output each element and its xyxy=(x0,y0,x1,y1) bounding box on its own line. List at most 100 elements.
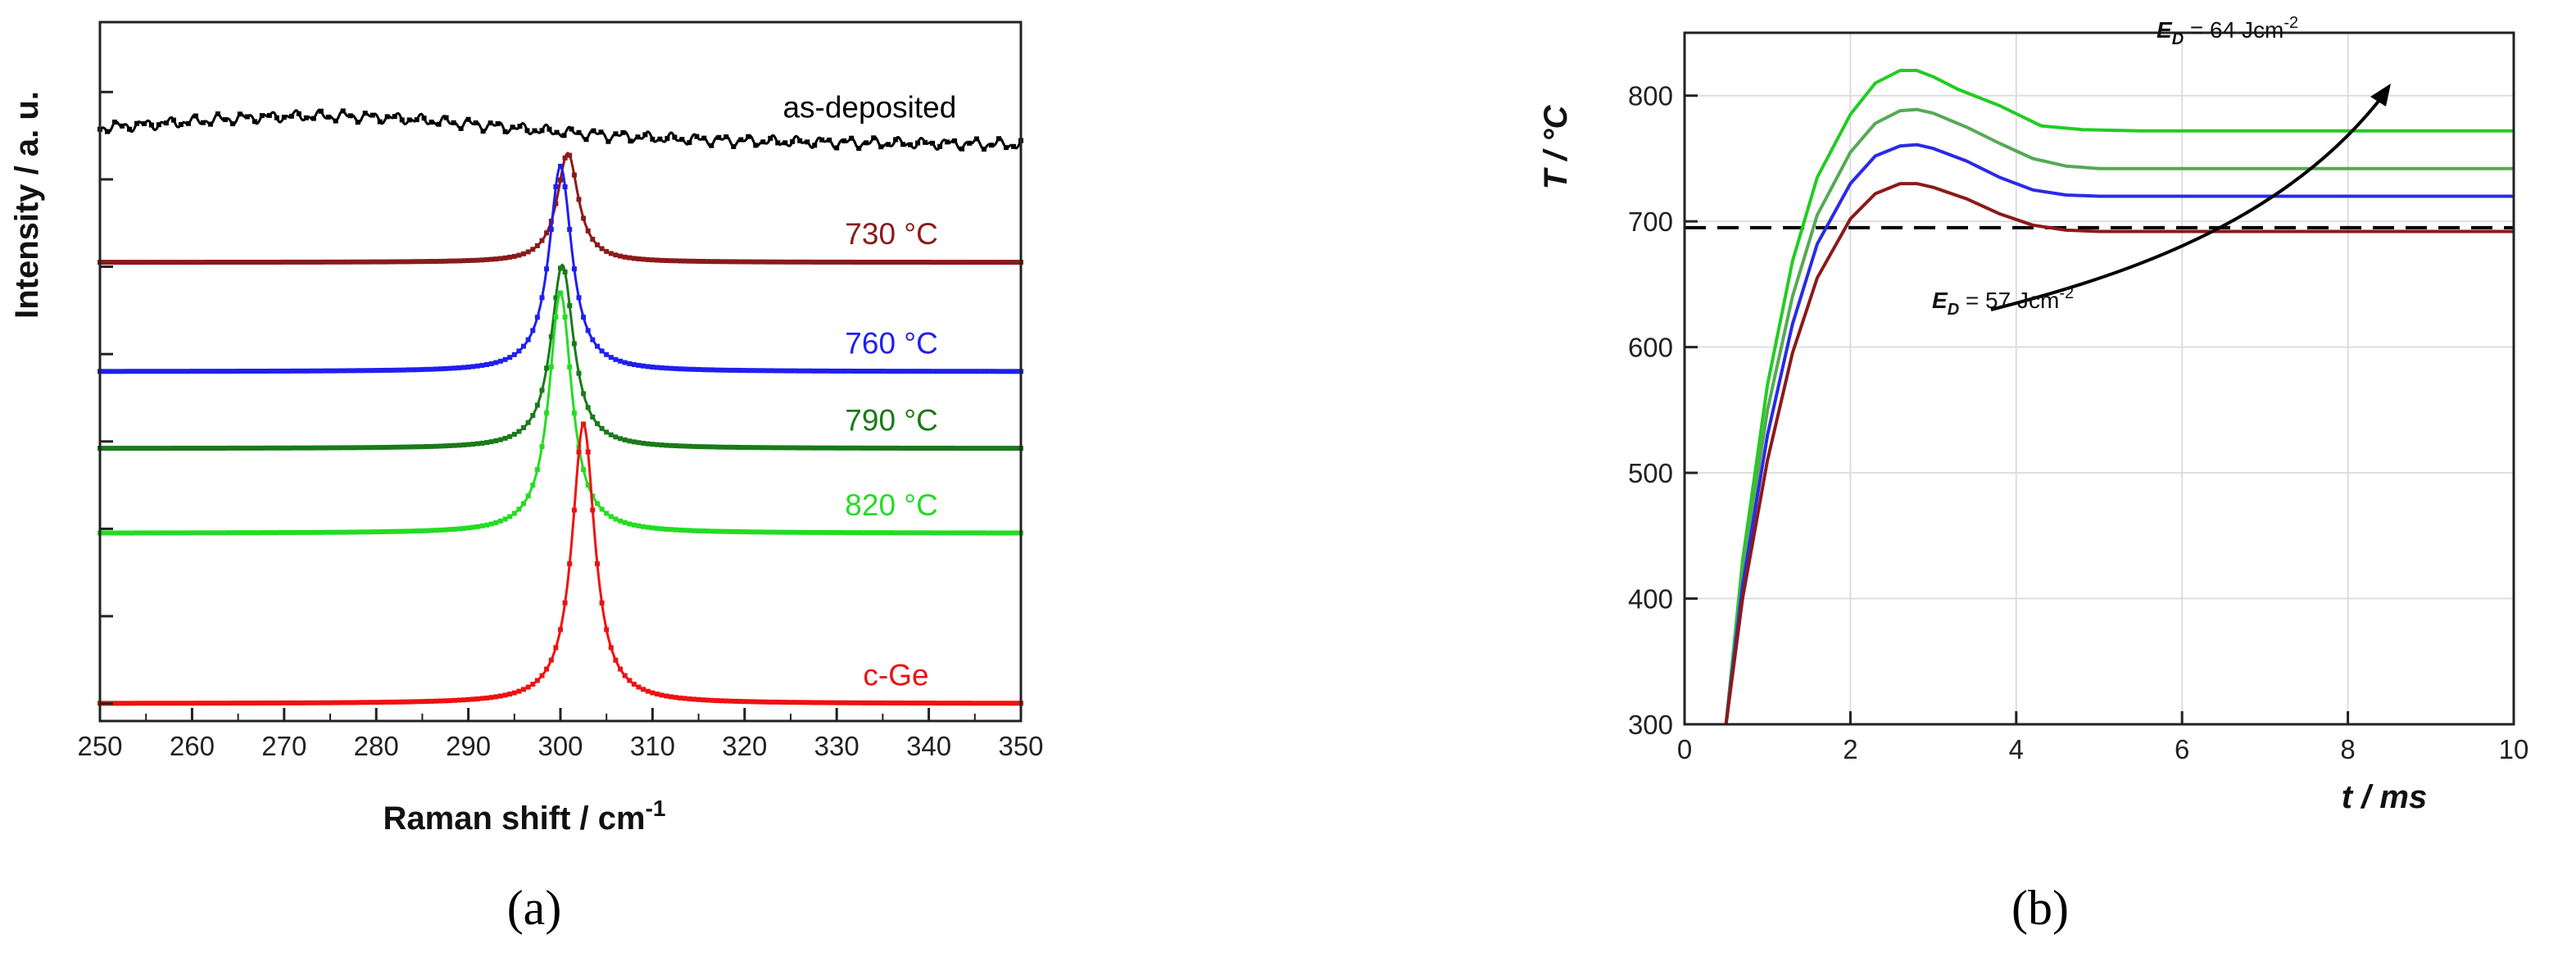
spectrum-data-point xyxy=(636,362,642,368)
spectrum-data-point xyxy=(954,701,959,706)
spectrum-data-point xyxy=(249,445,255,451)
spectrum-data-point xyxy=(746,368,752,374)
spectrum-data-point xyxy=(898,530,904,536)
spectrum-data-point xyxy=(935,369,941,374)
spectrum-data-point xyxy=(650,442,655,447)
spectrum-data-point xyxy=(258,530,264,536)
spectrum-data-point xyxy=(212,701,218,706)
spectrum-data-point xyxy=(152,701,158,706)
spectrum-data-point xyxy=(374,259,379,265)
spectrum-data-point xyxy=(451,258,457,264)
panel-b-annotation-64: ED = 64 Jcm-2 xyxy=(2156,14,2298,48)
spectrum-data-point xyxy=(926,260,932,265)
spectrum-data-point xyxy=(567,152,573,158)
spectrum-data-point xyxy=(286,445,292,451)
spectrum-data-point xyxy=(641,687,646,692)
spectrum-data-point xyxy=(244,260,250,265)
spectrum-data-point xyxy=(180,701,186,706)
spectrum-data-point xyxy=(544,410,550,416)
spectrum-data-point xyxy=(470,524,476,530)
spectrum-data-point xyxy=(143,530,149,536)
spectrum-data-point xyxy=(212,260,218,265)
spectrum-data-point xyxy=(465,442,471,447)
spectrum-data-point xyxy=(429,443,434,449)
spectrum-data-point xyxy=(678,527,683,533)
spectrum-data-point xyxy=(857,369,863,374)
spectrum-data-point xyxy=(982,701,986,706)
spectrum-data-point xyxy=(838,700,844,705)
spectrum-data-point xyxy=(954,369,959,374)
spectrum-data-point xyxy=(875,530,881,536)
spectrum-data-point xyxy=(488,120,493,126)
spectrum-data-point xyxy=(474,363,480,369)
spectrum-data-point xyxy=(323,700,329,705)
spectrum-data-point xyxy=(687,139,692,145)
spectrum-data-point xyxy=(571,341,577,347)
spectrum-data-point xyxy=(595,421,600,427)
spectrum-data-point xyxy=(659,692,664,698)
spectrum-data-point xyxy=(705,528,710,534)
spectrum-data-point xyxy=(272,260,278,265)
spectrum-data-point xyxy=(622,437,628,442)
spectrum-data-point xyxy=(438,443,443,449)
spectrum-data-point xyxy=(429,120,434,125)
spectrum-data-point xyxy=(912,530,918,536)
panel-a-label: (a) xyxy=(507,881,562,935)
spectrum-data-point xyxy=(479,523,485,528)
spectrum-data-point xyxy=(949,446,955,451)
spectrum-data-point xyxy=(323,445,329,451)
spectrum-data-point xyxy=(378,259,383,265)
spectrum-data-point xyxy=(659,365,664,370)
spectrum-data-point xyxy=(198,530,204,536)
spectrum-data-point xyxy=(696,367,701,372)
spectrum-data-point xyxy=(811,368,817,374)
spectrum-data-point xyxy=(977,369,982,374)
spectrum-data-point xyxy=(723,528,729,534)
spectrum-data-point xyxy=(254,445,260,451)
spectrum-data-point xyxy=(825,530,830,535)
spectrum-data-point xyxy=(769,445,775,451)
spectrum-data-point xyxy=(420,444,425,450)
spectrum-data-point xyxy=(263,369,269,374)
spectrum-data-point xyxy=(259,113,265,119)
spectrum-data-point xyxy=(281,445,287,451)
spectrum-data-point xyxy=(235,369,241,374)
spectrum-data-point xyxy=(410,444,416,450)
spectrum-data-point xyxy=(157,530,163,536)
spectrum-data-point xyxy=(207,701,213,706)
spectrum-data-point xyxy=(369,700,374,705)
spectrum-data-point xyxy=(655,692,660,697)
spectrum-data-point xyxy=(604,627,610,633)
spectrum-data-point xyxy=(792,368,798,374)
spectrum-data-point xyxy=(447,698,453,704)
spectrum-data-point xyxy=(797,700,803,705)
spectrum-data-point xyxy=(470,257,476,263)
spectrum-data-point xyxy=(940,446,946,451)
spectrum-data-point xyxy=(194,530,199,536)
spectrum-data-point xyxy=(244,445,250,451)
spectrum-data-point xyxy=(258,369,264,374)
spectrum-data-point xyxy=(820,529,826,535)
spectrum-data-point xyxy=(701,697,706,703)
spectrum-data-point xyxy=(388,444,393,450)
spectrum-data-point xyxy=(991,446,996,451)
spectrum-data-point xyxy=(438,258,443,264)
spectrum-data-point xyxy=(229,121,235,127)
spectrum-data-point xyxy=(815,259,821,265)
spectrum-data-point xyxy=(679,137,685,143)
spectrum-data-point xyxy=(926,701,932,706)
spectrum-data-point xyxy=(421,116,427,121)
spectrum-data-point xyxy=(963,446,968,451)
spectrum-data-point xyxy=(415,444,420,450)
spectrum-data-point xyxy=(170,701,176,706)
spectrum-data-point xyxy=(516,252,522,258)
spectrum-data-point xyxy=(940,260,946,265)
spectrum-data-point xyxy=(755,699,761,705)
spectrum-data-point xyxy=(267,368,273,374)
spectrum-data-point xyxy=(369,529,374,535)
spectrum-data-point xyxy=(613,657,619,663)
spectrum-data-point xyxy=(834,445,840,451)
spectrum-data-point xyxy=(111,701,116,706)
spectrum-data-point xyxy=(678,443,683,449)
spectrum-data-point xyxy=(843,530,849,536)
